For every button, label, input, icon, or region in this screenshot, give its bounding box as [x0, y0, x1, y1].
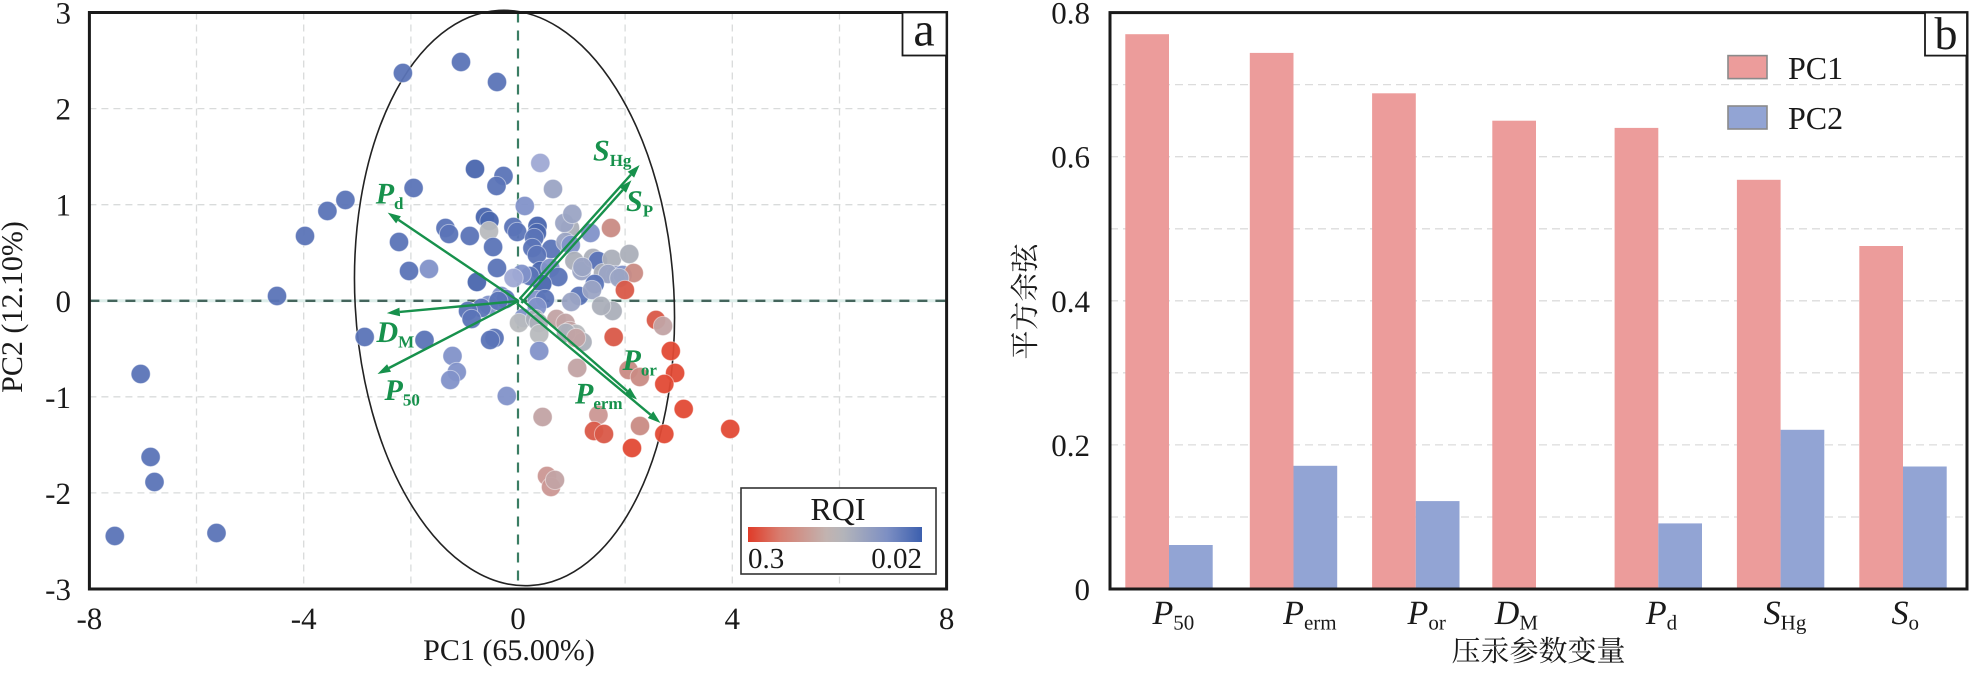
svg-text:2: 2: [56, 92, 72, 127]
svg-text:0.8: 0.8: [1051, 0, 1090, 31]
svg-text:-1: -1: [45, 380, 71, 415]
svg-text:-3: -3: [45, 572, 71, 607]
svg-text:a: a: [913, 4, 934, 57]
svg-text:0.6: 0.6: [1051, 140, 1090, 175]
svg-text:0.3: 0.3: [748, 543, 784, 575]
svg-text:PC1: PC1: [1788, 50, 1843, 86]
svg-text:-4: -4: [291, 601, 317, 636]
svg-text:0.2: 0.2: [1051, 428, 1090, 463]
svg-text:1: 1: [56, 188, 72, 223]
svg-text:0: 0: [1075, 572, 1091, 607]
svg-text:RQI: RQI: [810, 491, 865, 527]
svg-text:-2: -2: [45, 476, 71, 511]
svg-text:P50: P50: [384, 374, 420, 410]
svg-text:8: 8: [939, 601, 955, 636]
svg-text:0.4: 0.4: [1051, 284, 1090, 319]
svg-text:b: b: [1935, 8, 1958, 59]
svg-text:3: 3: [56, 0, 72, 31]
svg-text:PC1 (65.00%): PC1 (65.00%): [423, 634, 595, 667]
svg-text:PC2: PC2: [1788, 100, 1843, 136]
svg-text:0: 0: [56, 284, 72, 319]
svg-text:0: 0: [510, 601, 526, 636]
svg-text:4: 4: [725, 601, 741, 636]
svg-text:0.02: 0.02: [871, 543, 922, 575]
svg-text:PC2 (12.10%): PC2 (12.10%): [0, 221, 29, 393]
svg-text:-8: -8: [76, 601, 102, 636]
